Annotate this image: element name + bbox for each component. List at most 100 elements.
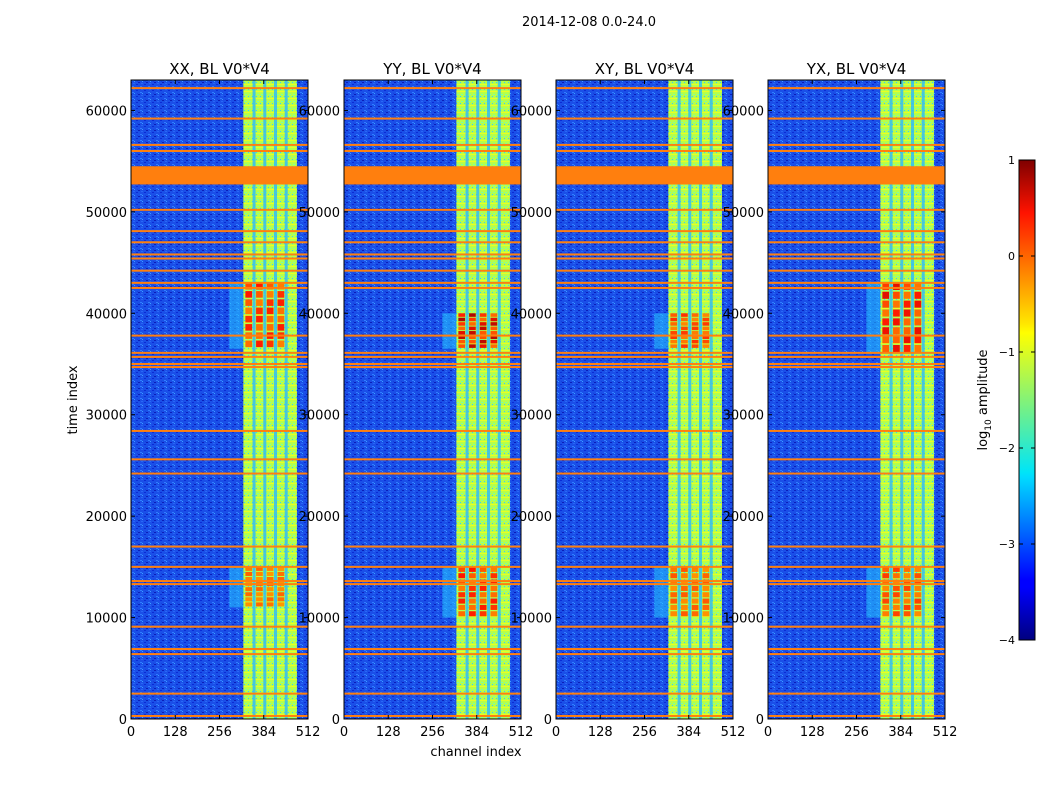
emission-cell <box>702 313 710 317</box>
rfi-row <box>344 150 521 152</box>
emission-cell <box>490 313 498 317</box>
y-tick-label: 20000 <box>299 510 340 525</box>
emission-cell <box>490 579 498 585</box>
emission-cell <box>490 331 498 335</box>
emission-cell <box>691 566 699 572</box>
emission-cell <box>479 592 487 598</box>
emission-cell <box>277 299 285 306</box>
emission-cell <box>670 344 678 348</box>
emission-cell <box>245 324 253 331</box>
emission-cell <box>903 282 911 290</box>
colorbar-label: log10 amplitude <box>976 349 994 450</box>
emission-cell <box>903 592 911 598</box>
rfi-row <box>556 458 733 461</box>
emission-cell <box>256 324 263 331</box>
emission-cell <box>893 336 900 344</box>
emission-cell <box>914 291 922 299</box>
band-halo <box>866 566 881 618</box>
band-halo <box>442 566 457 618</box>
emission-cell <box>256 340 263 348</box>
y-tick-label: 50000 <box>299 206 340 221</box>
rfi-row <box>344 472 521 475</box>
y-tick-label: 30000 <box>86 409 127 424</box>
emission-cell <box>691 322 699 326</box>
rfi-row <box>768 334 945 337</box>
emission-cell <box>490 598 498 604</box>
rfi-row <box>556 117 733 120</box>
emission-cell <box>469 579 476 585</box>
y-tick-label: 10000 <box>723 612 764 627</box>
rfi-row <box>556 472 733 475</box>
y-tick-label: 20000 <box>511 510 552 525</box>
rfi-row <box>768 545 945 548</box>
emission-cell <box>702 339 710 344</box>
emission-cell <box>691 344 699 348</box>
rfi-row <box>344 625 521 628</box>
emission-cell <box>490 592 498 598</box>
x-tick-label: 0 <box>340 725 348 740</box>
rfi-row <box>344 334 521 337</box>
colorbar-tick-label: −1 <box>999 346 1015 359</box>
rfi-row <box>131 545 308 548</box>
rfi-row <box>344 351 521 354</box>
rfi-row <box>556 87 733 90</box>
rfi-row <box>344 208 521 211</box>
emission-cell <box>479 326 487 331</box>
emission-cell <box>469 317 476 322</box>
emission-cell <box>882 566 890 572</box>
emission-cell <box>277 324 285 331</box>
emission-cell <box>245 571 253 576</box>
emission-cell <box>479 611 487 617</box>
channel-gap <box>263 80 267 719</box>
rfi-row <box>344 269 521 272</box>
emission-cell <box>681 579 688 585</box>
emission-cell <box>670 585 678 591</box>
emission-cell <box>702 326 710 331</box>
emission-cell <box>882 309 890 317</box>
rfi-row <box>768 429 945 432</box>
emission-cell <box>681 592 688 598</box>
channel-gap <box>252 80 256 719</box>
x-tick-label: 512 <box>296 725 321 740</box>
x-tick-label: 0 <box>127 725 135 740</box>
emission-cell <box>670 331 678 335</box>
rfi-row <box>556 429 733 432</box>
x-tick-label: 384 <box>464 725 489 740</box>
rfi-row <box>768 565 945 568</box>
emission-cell <box>277 291 285 298</box>
rfi-row <box>344 355 521 358</box>
emission-cell <box>266 571 274 576</box>
emission-cell <box>277 307 285 315</box>
rfi-row <box>556 351 733 354</box>
emission-cell <box>702 331 710 335</box>
emission-cell <box>479 339 487 344</box>
rfi-row <box>344 363 521 365</box>
rfi-row <box>768 583 945 586</box>
emission-cell <box>670 573 678 579</box>
rfi-row <box>344 648 521 651</box>
emission-cell <box>691 592 699 598</box>
emission-cell <box>903 611 911 617</box>
emission-cell <box>469 611 476 617</box>
rfi-row <box>131 253 308 256</box>
y-tick-label: 40000 <box>723 307 764 322</box>
rfi-row <box>556 286 733 289</box>
flagged-block <box>556 167 733 185</box>
rfi-row <box>556 692 733 695</box>
flagged-block <box>131 167 308 185</box>
emission-cell <box>490 322 498 326</box>
rfi-row <box>344 429 521 432</box>
rfi-row <box>131 150 308 152</box>
emission-cell <box>458 322 466 326</box>
y-tick-label: 10000 <box>511 612 552 627</box>
emission-cell <box>670 598 678 604</box>
y-tick-label: 60000 <box>86 104 127 119</box>
emission-cell <box>277 571 285 576</box>
y-tick-label: 0 <box>119 713 127 728</box>
rfi-row <box>556 355 733 358</box>
rfi-row <box>344 257 521 260</box>
rfi-row <box>768 580 945 583</box>
emission-cell <box>256 315 263 323</box>
colorbar: 1 0 −1 −2 −3 −4 log10 amplitude <box>976 154 1036 647</box>
